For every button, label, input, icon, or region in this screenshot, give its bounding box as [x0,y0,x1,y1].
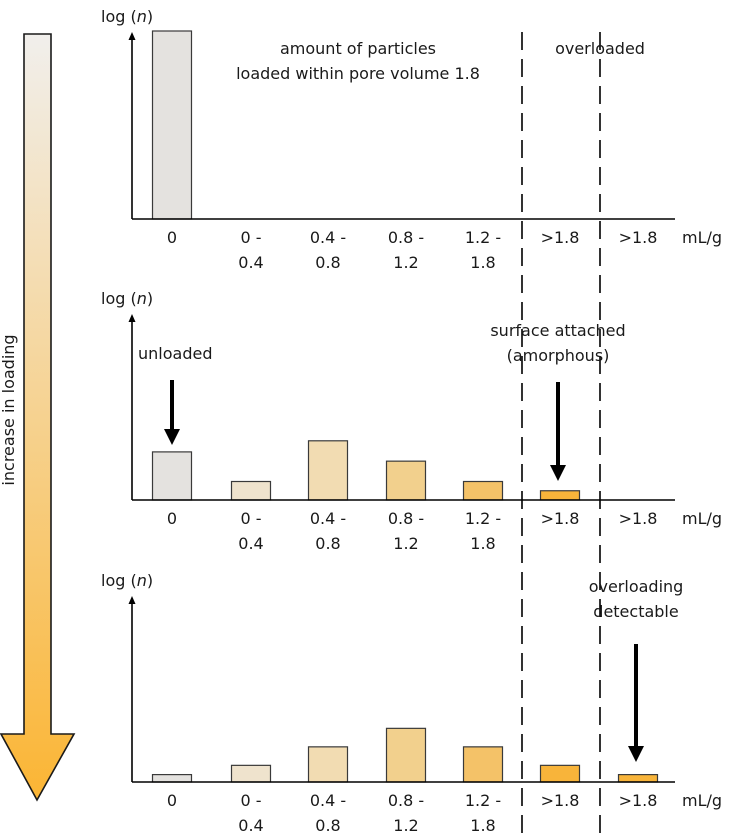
y-axis-label: log (n) [101,571,153,590]
down-arrow-icon [550,465,566,481]
tick-label: 0.8 - [388,791,424,810]
down-arrow-icon [628,746,644,762]
overload-dividers [521,32,601,836]
y-axis-arrow-icon [128,32,136,40]
annotation-text: loaded within pore volume 1.8 [236,64,480,83]
tick-label: 1.2 - [465,509,501,528]
bar [307,440,349,501]
chart-panel-middle: log (n) mL/g 0 0 - 0.4 0.4 - 0.8 0.8 - 1.2 1.2 - 1… [101,289,722,553]
y-axis-label: log (n) [101,289,153,308]
tick-label: 0.8 [315,253,340,272]
tick-label: 0 [167,509,177,528]
tick-label: >1.8 [541,509,580,528]
bar [617,773,659,783]
bar [151,773,193,783]
tick-label: >1.8 [541,791,580,810]
side-arrow: increase in loading [0,33,76,802]
chart-panel-bottom: log (n) mL/g 0 0 - 0.4 0.4 - 0.8 0.8 - 1.2 1.2 - 1… [101,571,722,835]
unit-label: mL/g [682,228,722,247]
y-axis-arrow-icon [128,314,136,322]
bar [230,480,272,501]
annotation-text: overloading [589,577,684,596]
tick-label: 0 - [240,509,261,528]
tick-label: >1.8 [619,228,658,247]
down-arrow-icon [164,429,180,445]
tick-label: 0 - [240,228,261,247]
tick-label: 0.8 - [388,228,424,247]
tick-label: >1.8 [541,228,580,247]
tick-label: 1.8 [470,816,495,835]
unit-label: mL/g [682,509,722,528]
bar [151,30,193,220]
side-arrow-label: increase in loading [0,334,18,485]
annotation-text: overloaded [555,39,645,58]
tick-label: 1.2 - [465,228,501,247]
loading-direction-arrow-icon [0,33,76,802]
tick-label: 0.8 - [388,509,424,528]
annotation-text: (amorphous) [507,346,610,365]
unit-label: mL/g [682,791,722,810]
tick-label: >1.8 [619,791,658,810]
annotation-text: surface attached [490,321,625,340]
annotation-text: unloaded [138,344,212,363]
chart-panel-top: log (n) mL/g 0 0 - 0.4 0.4 - 0.8 0.8 - 1.2 1.2 - 1… [101,7,722,272]
tick-label: 0.8 [315,816,340,835]
y-axis-label: log (n) [101,7,153,26]
bar [462,746,504,783]
tick-label: 0.4 - [310,509,346,528]
tick-label: 0.8 [315,534,340,553]
bar [307,746,349,783]
tick-label: 0.4 - [310,791,346,810]
tick-label: 0.4 [238,253,263,272]
tick-label: 0.4 - [310,228,346,247]
bar [151,451,193,501]
bar [539,490,581,501]
bar [385,460,427,501]
tick-label: 0 - [240,791,261,810]
tick-label: 0 [167,791,177,810]
tick-label: 0.4 [238,816,263,835]
bar [462,480,504,501]
y-axis-arrow-icon [128,596,136,604]
bar [539,764,581,783]
tick-label: 0.4 [238,534,263,553]
tick-label: >1.8 [619,509,658,528]
annotation-text: amount of particles [280,39,436,58]
bar [385,727,427,783]
annotation-text: detectable [593,602,678,621]
tick-label: 1.2 [393,253,418,272]
bar [230,764,272,783]
tick-label: 1.2 [393,534,418,553]
tick-label: 1.2 - [465,791,501,810]
tick-label: 1.2 [393,816,418,835]
tick-label: 0 [167,228,177,247]
tick-label: 1.8 [470,253,495,272]
tick-label: 1.8 [470,534,495,553]
